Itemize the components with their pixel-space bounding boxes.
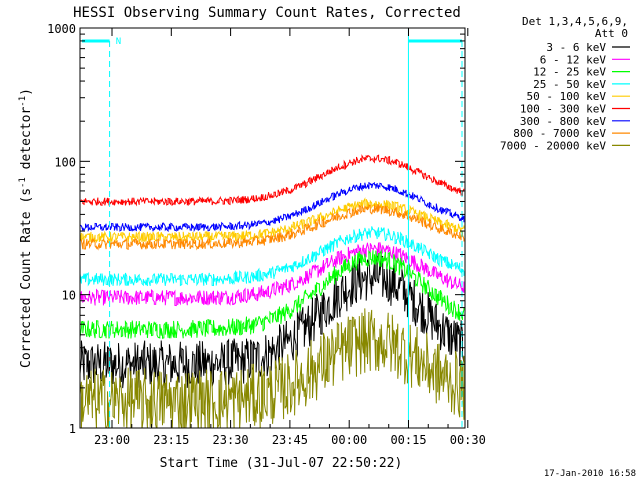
series-line-4 (80, 226, 465, 287)
x-tick-label-7: 00:30 (450, 433, 486, 447)
y-axis-label: Corrected Count Rate (s-1 detector-1) (18, 88, 34, 368)
legend-header-1: Det 1,3,4,5,6,9, (522, 15, 628, 28)
series-line-3 (80, 249, 465, 339)
x-tick-label-5: 00:00 (331, 433, 367, 447)
y-axis-label-mid: detector (19, 107, 34, 178)
y-axis-label-sup1: -1 (18, 177, 28, 188)
y-tick-label-3: 100 (54, 155, 76, 169)
x-axis-label: Start Time (31-Jul-07 22:50:22) (160, 456, 403, 471)
x-tick-label-3: 23:30 (213, 433, 249, 447)
series-line-9 (80, 308, 465, 428)
legend-header-2: Att 0 (595, 27, 628, 40)
night-label: N (116, 37, 121, 47)
y-tick-label-2: 10 (62, 289, 76, 303)
y-tick-label-4: 1000 (47, 22, 76, 36)
data-layer (80, 154, 465, 428)
legend-label-7: 300 - 800 keV (520, 115, 606, 128)
legend-label-2: 6 - 12 keV (540, 53, 607, 66)
timestamp: 17-Jan-2010 16:58 (544, 469, 636, 479)
series-line-2 (80, 242, 465, 307)
legend-label-8: 800 - 7000 keV (513, 127, 606, 140)
plot-frame (79, 27, 466, 429)
legend-label-4: 25 - 50 keV (533, 78, 606, 91)
x-tick-label-2: 23:15 (153, 433, 189, 447)
series-line-8 (80, 204, 465, 251)
y-axis-label-pre: Corrected Count Rate (s (19, 188, 34, 368)
y-tick-label-1: 1 (69, 422, 76, 436)
y-axis-label-sup2: -1 (18, 96, 28, 107)
series-line-1 (80, 255, 465, 389)
legend-label-3: 12 - 25 keV (533, 66, 606, 79)
y-axis-label-post: ) (19, 88, 34, 96)
legend-label-6: 100 - 300 keV (520, 103, 606, 116)
x-tick-label-4: 23:45 (272, 433, 308, 447)
legend-label-9: 7000 - 20000 keV (500, 139, 606, 152)
legend-label-5: 50 - 100 keV (527, 90, 607, 103)
legend-label-1: 3 - 6 keV (546, 41, 606, 54)
x-tick-label-6: 00:15 (390, 433, 426, 447)
annotation-layer: N (82, 28, 463, 428)
series-line-6 (80, 154, 465, 207)
x-tick-label-1: 23:00 (94, 433, 130, 447)
axes-layer: 23:00 23:15 23:30 23:45 00:00 00:15 00:30 1 10 10… (47, 22, 486, 447)
chart-title: HESSI Observing Summary Count Rates, Cor… (73, 5, 461, 21)
series-line-7 (80, 181, 465, 233)
